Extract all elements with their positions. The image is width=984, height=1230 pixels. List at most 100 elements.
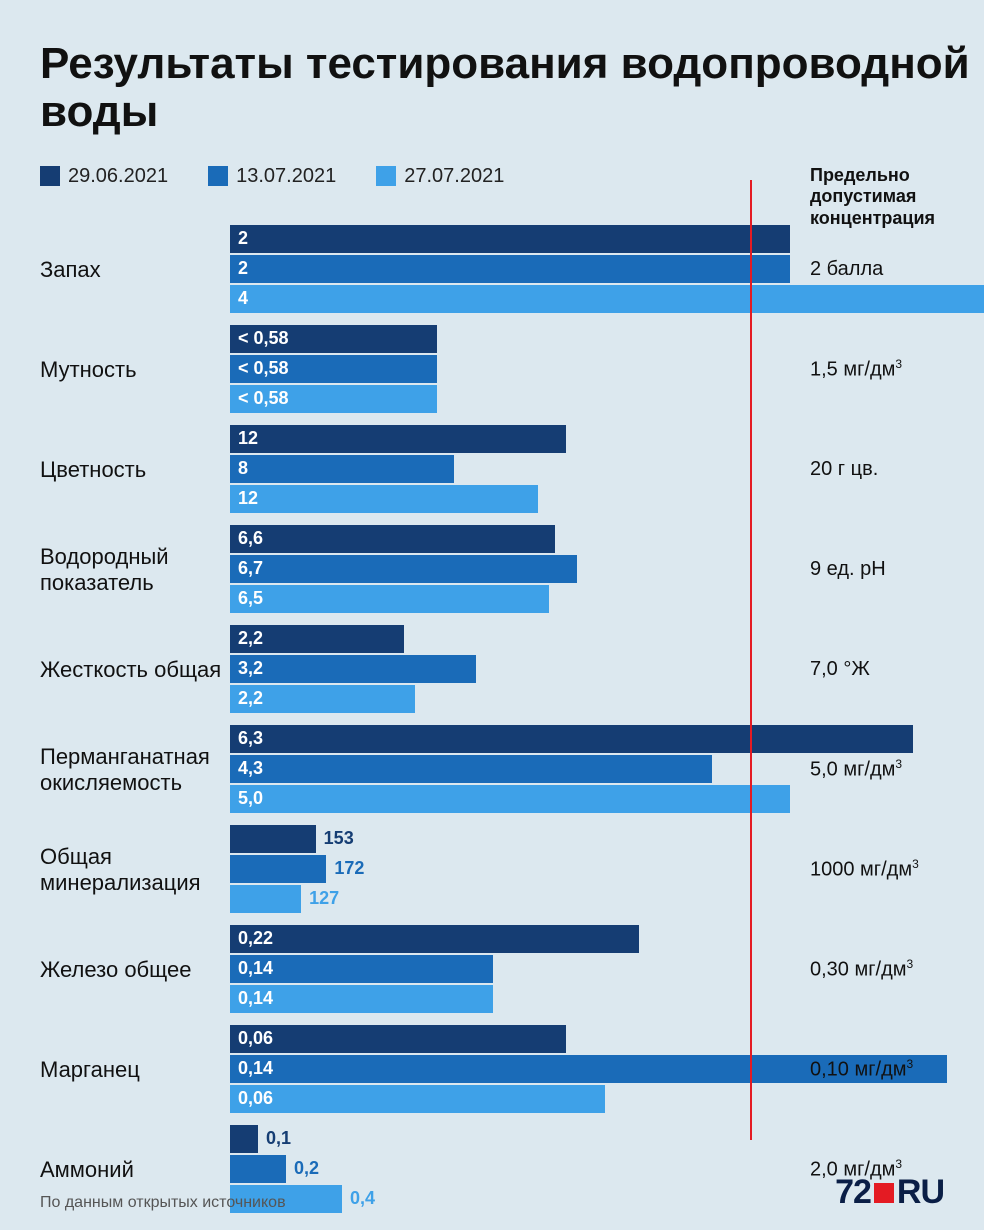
legend-label: 29.06.2021: [68, 165, 168, 188]
metric-name: Марганец: [40, 1057, 230, 1082]
bar-value-label: 6,7: [238, 555, 263, 583]
bar-row: 6,5: [230, 585, 790, 613]
bar-value-label: 0,06: [238, 1025, 273, 1053]
metric-name: Перманганатная окисляемость: [40, 744, 230, 795]
bar-row: < 0,58: [230, 385, 790, 413]
legend-swatch-icon: [40, 166, 60, 186]
bar-value-label: 6,6: [238, 525, 263, 553]
bar: [230, 525, 555, 553]
legend-swatch-icon: [376, 166, 396, 186]
limit-value: 20 г цв.: [810, 458, 984, 481]
bar-row: 6,3: [230, 725, 790, 753]
bar: [230, 485, 538, 513]
bar-value-label: < 0,58: [238, 385, 289, 413]
bar-row: 4: [230, 285, 790, 313]
bar: [230, 425, 566, 453]
bars-and-limit: < 0,58< 0,58< 0,581,5 мг/дм3: [230, 325, 984, 415]
metric-group: Запах2242 балла: [40, 225, 984, 315]
bar-row: 12: [230, 485, 790, 513]
metric-group: Общая минерализация1531721271000 мг/дм3: [40, 825, 984, 915]
bar-row: 153: [230, 825, 790, 853]
chart-title: Результаты тестирования водопроводной во…: [40, 40, 984, 137]
logo-text-right: RU: [897, 1173, 944, 1212]
bar-value-label: 0,22: [238, 925, 273, 953]
limit-column-header: Предельно допустимая концентрация: [810, 165, 984, 230]
logo: 72 RU: [835, 1173, 944, 1212]
bar-row: < 0,58: [230, 355, 790, 383]
bar-row: 2,2: [230, 625, 790, 653]
bar-row: 2: [230, 225, 790, 253]
bars-wrapper: 153172127: [230, 825, 790, 915]
bar-value-label: 2,2: [238, 625, 263, 653]
bar-row: 5,0: [230, 785, 790, 813]
bar-value-label: 2,2: [238, 685, 263, 713]
bar: [230, 285, 984, 313]
bar-value-label: 4: [238, 285, 248, 313]
bars-and-limit: 6,66,76,5 9 ед. pH: [230, 525, 984, 615]
bars-and-limit: 0,220,140,140,30 мг/дм3: [230, 925, 984, 1015]
limit-value: 9 ед. pH: [810, 558, 984, 581]
bar-row: 6,6: [230, 525, 790, 553]
bars-wrapper: 6,34,35,0: [230, 725, 790, 815]
metric-group: Мутность< 0,58< 0,58< 0,581,5 мг/дм3: [40, 325, 984, 415]
legend-label: 27.07.2021: [404, 165, 504, 188]
metric-name: Водородный показатель: [40, 544, 230, 595]
footer: По данным открытых источников 72 RU: [40, 1173, 944, 1212]
bar-row: 172: [230, 855, 790, 883]
bar-value-label: 153: [316, 825, 354, 853]
bar-value-label: 0,14: [238, 1055, 273, 1083]
source-text: По данным открытых источников: [40, 1194, 286, 1212]
bar-row: < 0,58: [230, 325, 790, 353]
bar-row: 8: [230, 455, 790, 483]
limit-value: 1,5 мг/дм3: [810, 357, 984, 382]
bars-and-limit: 6,34,35,05,0 мг/дм3: [230, 725, 984, 815]
bar: [230, 585, 549, 613]
legend-item: 29.06.2021: [40, 165, 168, 188]
bar-value-label: 8: [238, 455, 248, 483]
limit-value: 0,30 мг/дм3: [810, 957, 984, 982]
bar-value-label: 6,3: [238, 725, 263, 753]
bar-value-label: 2: [238, 225, 248, 253]
metric-group: Цветность12812 20 г цв.: [40, 425, 984, 515]
bar: [230, 225, 790, 253]
bars-and-limit: 2242 балла: [230, 225, 984, 315]
limit-value: 0,10 мг/дм3: [810, 1057, 984, 1082]
legend-label: 13.07.2021: [236, 165, 336, 188]
bar-row: 127: [230, 885, 790, 913]
bars-and-limit: 2,23,22,2 7,0 °Ж: [230, 625, 984, 715]
chart-container: Результаты тестирования водопроводной во…: [0, 0, 984, 1215]
bars-wrapper: 6,66,76,5: [230, 525, 790, 615]
bar: [230, 1125, 258, 1153]
bar-value-label: < 0,58: [238, 325, 289, 353]
bars-and-limit: 12812 20 г цв.: [230, 425, 984, 515]
bar: [230, 785, 790, 813]
metric-name: Мутность: [40, 357, 230, 382]
bar-row: 12: [230, 425, 790, 453]
bar: [230, 255, 790, 283]
bar-row: 3,2: [230, 655, 790, 683]
bar: [230, 555, 577, 583]
bars-wrapper: 12812: [230, 425, 790, 515]
bar-row: 4,3: [230, 755, 790, 783]
metric-group: Водородный показатель6,66,76,59 ед. pH: [40, 525, 984, 615]
bar-value-label: 0,1: [258, 1125, 291, 1153]
limit-value: 1000 мг/дм3: [810, 857, 984, 882]
metric-name: Железо общее: [40, 957, 230, 982]
metric-group: Железо общее0,220,140,140,30 мг/дм3: [40, 925, 984, 1015]
bar: [230, 925, 639, 953]
bar-value-label: 4,3: [238, 755, 263, 783]
bars-wrapper: 224: [230, 225, 790, 315]
bar-row: 0,22: [230, 925, 790, 953]
metric-name: Запах: [40, 257, 230, 282]
bar-row: 0,1: [230, 1125, 790, 1153]
bar-value-label: 0,06: [238, 1085, 273, 1113]
legend-item: 13.07.2021: [208, 165, 336, 188]
bar-value-label: < 0,58: [238, 355, 289, 383]
metric-name: Цветность: [40, 457, 230, 482]
bars-wrapper: 2,23,22,2: [230, 625, 790, 715]
bars-and-limit: 0,060,140,06 0,10 мг/дм3: [230, 1025, 984, 1115]
metric-name: Общая минерализация: [40, 844, 230, 895]
bar-row: 0,06: [230, 1025, 790, 1053]
bar: [230, 855, 326, 883]
limit-value: 7,0 °Ж: [810, 658, 984, 681]
